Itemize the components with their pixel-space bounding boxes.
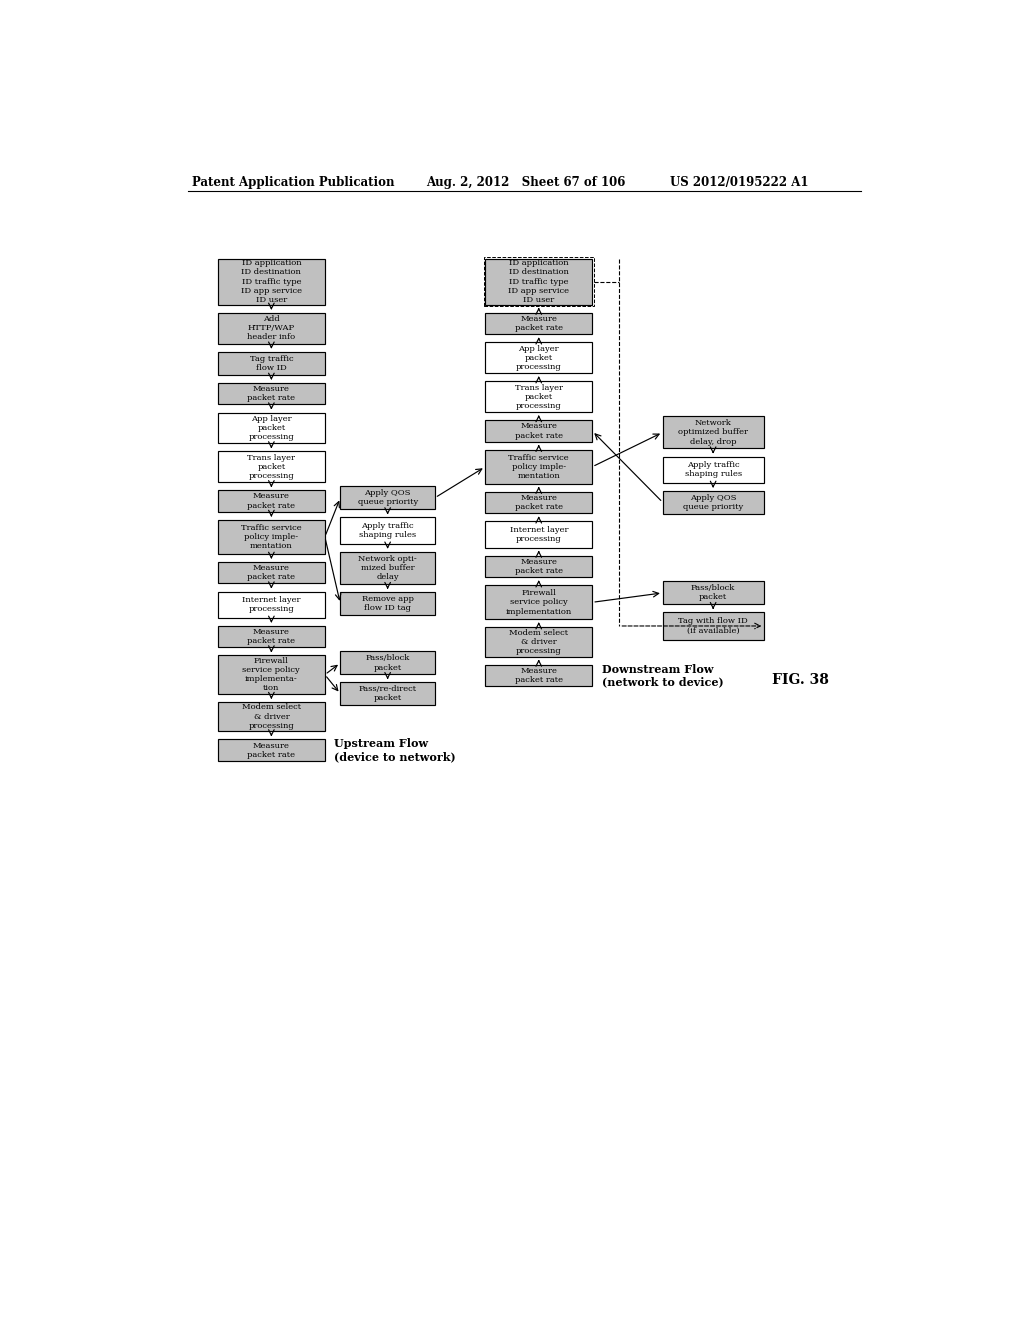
Text: Measure
packet rate: Measure packet rate <box>515 667 563 684</box>
Text: ID application
ID destination
ID traffic type
ID app service
ID user: ID application ID destination ID traffic… <box>241 259 302 304</box>
Text: Measure
packet rate: Measure packet rate <box>515 494 563 511</box>
FancyBboxPatch shape <box>485 450 592 483</box>
FancyBboxPatch shape <box>663 457 764 483</box>
FancyBboxPatch shape <box>485 420 592 442</box>
Text: ID application
ID destination
ID traffic type
ID app service
ID user: ID application ID destination ID traffic… <box>508 259 569 304</box>
Text: Trans layer
packet
processing: Trans layer packet processing <box>515 384 563 411</box>
FancyBboxPatch shape <box>218 413 325 444</box>
Text: Network
optimized buffer
delay, drop: Network optimized buffer delay, drop <box>678 420 749 446</box>
FancyBboxPatch shape <box>218 259 325 305</box>
Text: Internet layer
processing: Internet layer processing <box>242 597 301 614</box>
Text: Patent Application Publication: Patent Application Publication <box>191 176 394 189</box>
Text: Pass/block
packet: Pass/block packet <box>691 585 735 602</box>
FancyBboxPatch shape <box>485 381 592 412</box>
Text: Measure
packet rate: Measure packet rate <box>248 564 295 581</box>
FancyBboxPatch shape <box>218 656 325 694</box>
Text: Modem select
& driver
processing: Modem select & driver processing <box>509 628 568 655</box>
Text: Upstream Flow
(device to network): Upstream Flow (device to network) <box>334 738 456 762</box>
Text: Modem select
& driver
processing: Modem select & driver processing <box>242 704 301 730</box>
Text: Add
HTTP/WAP
header info: Add HTTP/WAP header info <box>248 315 296 342</box>
Text: Measure
packet rate: Measure packet rate <box>248 628 295 645</box>
Text: Measure
packet rate: Measure packet rate <box>248 385 295 403</box>
FancyBboxPatch shape <box>340 552 435 583</box>
FancyBboxPatch shape <box>485 492 592 513</box>
FancyBboxPatch shape <box>663 612 764 640</box>
Text: Pass/re-direct
packet: Pass/re-direct packet <box>358 685 417 702</box>
Text: App layer
packet
processing: App layer packet processing <box>249 414 294 441</box>
Text: Measure
packet rate: Measure packet rate <box>515 315 563 333</box>
FancyBboxPatch shape <box>485 342 592 374</box>
FancyBboxPatch shape <box>485 259 592 305</box>
Text: Trans layer
packet
processing: Trans layer packet processing <box>248 454 295 480</box>
FancyBboxPatch shape <box>485 627 592 656</box>
Text: US 2012/0195222 A1: US 2012/0195222 A1 <box>671 176 809 189</box>
Text: Traffic service
policy imple-
mentation: Traffic service policy imple- mentation <box>241 524 302 550</box>
Text: Internet layer
processing: Internet layer processing <box>510 525 568 543</box>
Text: FIG. 38: FIG. 38 <box>772 673 828 688</box>
FancyBboxPatch shape <box>340 651 435 675</box>
FancyBboxPatch shape <box>218 562 325 583</box>
FancyBboxPatch shape <box>218 490 325 512</box>
Text: Measure
packet rate: Measure packet rate <box>248 492 295 510</box>
FancyBboxPatch shape <box>340 682 435 705</box>
FancyBboxPatch shape <box>218 351 325 375</box>
Text: Measure
packet rate: Measure packet rate <box>515 422 563 440</box>
FancyBboxPatch shape <box>218 383 325 404</box>
FancyBboxPatch shape <box>485 585 592 619</box>
FancyBboxPatch shape <box>340 517 435 544</box>
FancyBboxPatch shape <box>218 739 325 760</box>
Text: App layer
packet
processing: App layer packet processing <box>516 345 561 371</box>
FancyBboxPatch shape <box>663 581 764 605</box>
Text: Aug. 2, 2012   Sheet 67 of 106: Aug. 2, 2012 Sheet 67 of 106 <box>426 176 626 189</box>
Text: Pass/block
packet: Pass/block packet <box>366 655 410 672</box>
Text: Apply traffic
shaping rules: Apply traffic shaping rules <box>685 461 741 478</box>
FancyBboxPatch shape <box>218 520 325 554</box>
FancyBboxPatch shape <box>218 626 325 647</box>
Text: Network opti-
mized buffer
delay: Network opti- mized buffer delay <box>358 554 417 581</box>
Text: Traffic service
policy imple-
mentation: Traffic service policy imple- mentation <box>509 454 569 480</box>
Text: Tag with flow ID
(if available): Tag with flow ID (if available) <box>678 618 748 635</box>
Text: Remove app
flow ID tag: Remove app flow ID tag <box>361 595 414 612</box>
FancyBboxPatch shape <box>663 416 764 449</box>
Text: Firewall
service policy
implementation: Firewall service policy implementation <box>506 589 571 615</box>
FancyBboxPatch shape <box>218 702 325 731</box>
FancyBboxPatch shape <box>485 521 592 548</box>
Text: Downstream Flow
(network to device): Downstream Flow (network to device) <box>601 664 723 688</box>
FancyBboxPatch shape <box>340 593 435 615</box>
FancyBboxPatch shape <box>663 491 764 513</box>
FancyBboxPatch shape <box>218 451 325 482</box>
FancyBboxPatch shape <box>218 313 325 343</box>
FancyBboxPatch shape <box>485 313 592 334</box>
FancyBboxPatch shape <box>485 665 592 686</box>
FancyBboxPatch shape <box>485 556 592 577</box>
Text: Measure
packet rate: Measure packet rate <box>248 742 295 759</box>
FancyBboxPatch shape <box>218 591 325 618</box>
Text: Apply QOS
queue priority: Apply QOS queue priority <box>357 490 418 507</box>
Text: Apply traffic
shaping rules: Apply traffic shaping rules <box>359 521 416 539</box>
Text: Measure
packet rate: Measure packet rate <box>515 558 563 576</box>
Text: Firewall
service policy
implementa-
tion: Firewall service policy implementa- tion <box>243 657 300 693</box>
FancyBboxPatch shape <box>340 486 435 510</box>
Text: Apply QOS
queue priority: Apply QOS queue priority <box>683 494 743 511</box>
Text: Tag traffic
flow ID: Tag traffic flow ID <box>250 355 293 372</box>
